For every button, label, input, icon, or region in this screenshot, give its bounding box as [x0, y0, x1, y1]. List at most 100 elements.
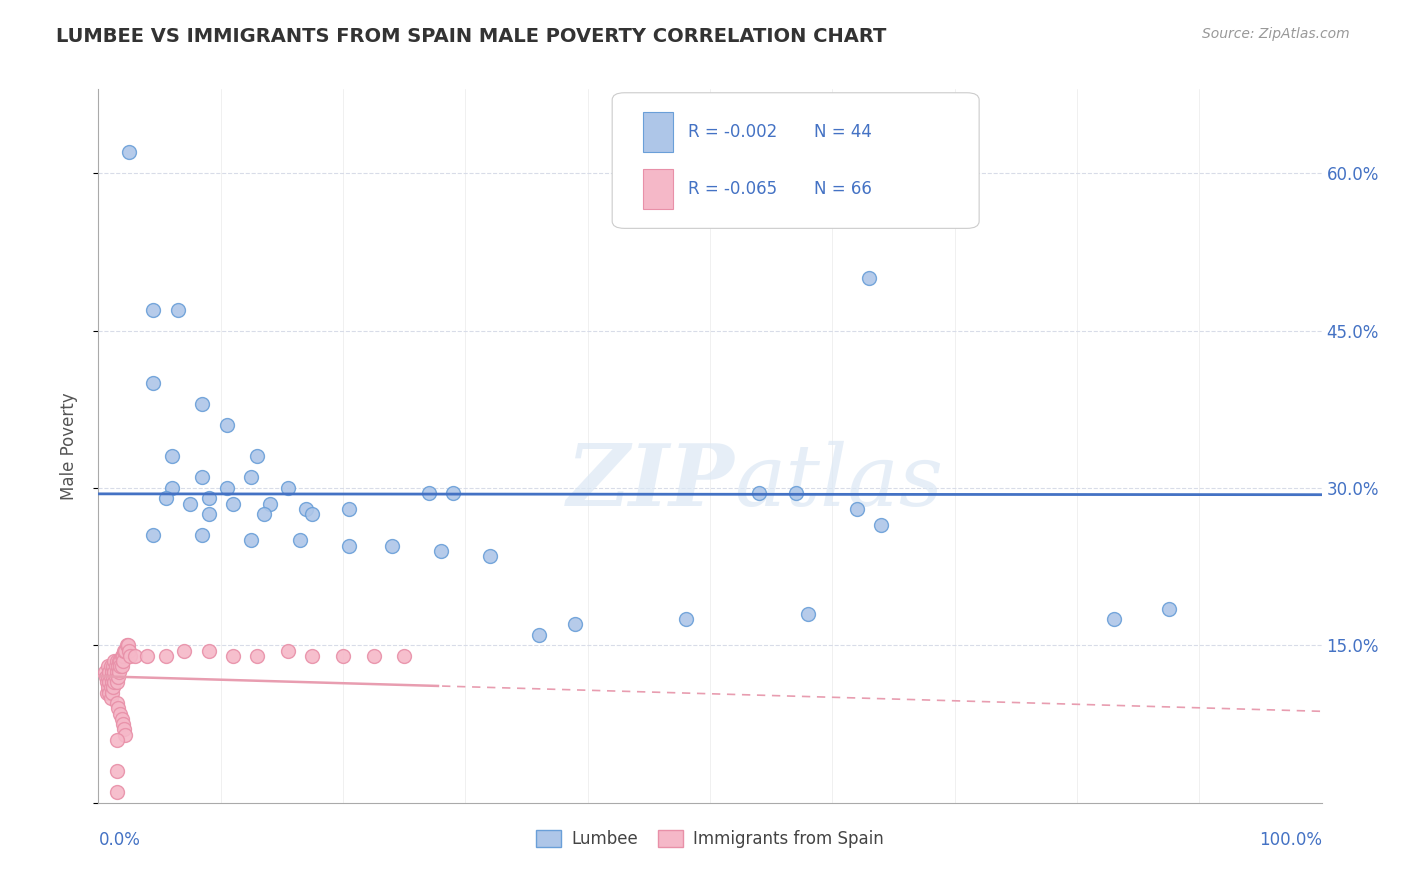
Point [98, 675, 121, 690]
Point [97, 659, 120, 673]
Point [259, 497, 281, 511]
Point [105, 665, 128, 679]
Point [104, 670, 127, 684]
Point [240, 470, 263, 484]
Text: ZIP: ZIP [567, 440, 734, 524]
Point [142, 302, 165, 317]
Point [290, 533, 312, 548]
Point [97, 681, 120, 695]
Point [101, 665, 124, 679]
Point [179, 497, 201, 511]
Point [155, 648, 177, 663]
Point [337, 539, 360, 553]
Point [564, 617, 586, 632]
Point [107, 670, 129, 684]
Point [870, 517, 893, 532]
Point [858, 271, 880, 285]
Point [104, 659, 127, 673]
Point [191, 528, 214, 542]
Point [332, 648, 354, 663]
Point [215, 481, 238, 495]
Point [111, 659, 134, 673]
Point [93, 665, 115, 679]
Point [114, 643, 136, 657]
Point [160, 450, 183, 464]
Point [96, 675, 118, 690]
Point [110, 659, 132, 673]
Point [112, 643, 135, 657]
Point [197, 643, 219, 657]
Point [100, 690, 122, 705]
Point [155, 491, 177, 506]
Point [478, 549, 501, 564]
Point [246, 648, 269, 663]
Point [103, 675, 125, 690]
Point [94, 670, 117, 684]
Point [136, 648, 159, 663]
Point [142, 376, 165, 390]
Point [107, 701, 129, 715]
Point [105, 696, 128, 710]
Point [785, 486, 807, 500]
Point [295, 502, 318, 516]
Point [100, 659, 122, 673]
Point [1157, 601, 1180, 615]
Point [246, 450, 269, 464]
Text: R = -0.065: R = -0.065 [688, 180, 778, 198]
Point [111, 654, 134, 668]
Point [675, 612, 697, 626]
Point [240, 533, 263, 548]
Point [103, 654, 125, 668]
Point [118, 145, 141, 160]
Point [110, 654, 132, 668]
Point [167, 302, 190, 317]
Text: 100.0%: 100.0% [1258, 831, 1322, 849]
Point [111, 648, 134, 663]
Point [97, 670, 120, 684]
Point [101, 670, 124, 684]
Point [222, 497, 245, 511]
Point [96, 685, 118, 699]
Point [215, 417, 238, 432]
Point [337, 502, 360, 516]
Text: N = 44: N = 44 [814, 123, 872, 141]
Point [101, 685, 124, 699]
Point [107, 659, 129, 673]
Text: 0.0%: 0.0% [98, 831, 141, 849]
Y-axis label: Male Poverty: Male Poverty [59, 392, 77, 500]
Point [111, 712, 134, 726]
Point [117, 639, 139, 653]
Text: atlas: atlas [734, 441, 943, 523]
Point [101, 675, 124, 690]
Text: N = 66: N = 66 [814, 180, 872, 198]
Point [108, 654, 131, 668]
Point [111, 717, 134, 731]
Point [108, 665, 131, 679]
Point [142, 528, 165, 542]
Point [222, 648, 245, 663]
Point [100, 670, 122, 684]
Point [112, 723, 135, 737]
Point [98, 665, 121, 679]
Point [100, 681, 122, 695]
Point [252, 507, 274, 521]
Point [301, 648, 323, 663]
Point [105, 675, 128, 690]
Legend: Lumbee, Immigrants from Spain: Lumbee, Immigrants from Spain [530, 823, 890, 855]
Point [191, 470, 214, 484]
Point [111, 648, 134, 663]
Point [277, 643, 299, 657]
Point [103, 665, 125, 679]
Point [363, 648, 385, 663]
Point [124, 648, 146, 663]
Point [527, 628, 550, 642]
FancyBboxPatch shape [643, 169, 673, 209]
Point [418, 486, 440, 500]
Point [120, 648, 142, 663]
Point [797, 607, 820, 621]
Point [845, 502, 868, 516]
Text: LUMBEE VS IMMIGRANTS FROM SPAIN MALE POVERTY CORRELATION CHART: LUMBEE VS IMMIGRANTS FROM SPAIN MALE POV… [56, 27, 887, 45]
FancyBboxPatch shape [612, 93, 979, 228]
Point [110, 706, 132, 721]
Point [173, 643, 195, 657]
